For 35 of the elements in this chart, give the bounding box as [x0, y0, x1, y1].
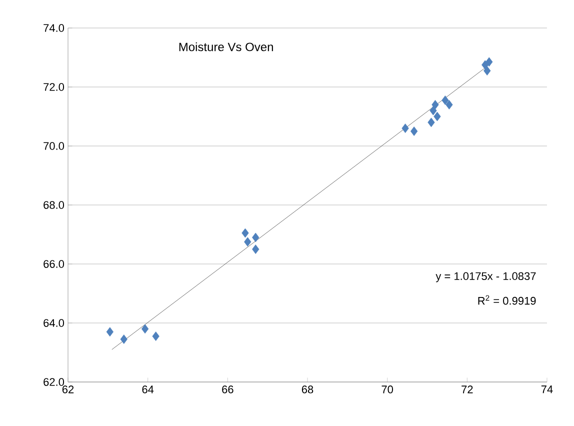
point — [402, 124, 409, 133]
point — [432, 100, 439, 110]
x-tick-label: 70 — [382, 386, 394, 394]
text: Moisture Vs Oven — [179, 42, 273, 52]
x-tick-label: 74 — [541, 386, 553, 394]
point — [410, 126, 418, 136]
annotation: y = 1.0175x - 1.0837 — [436, 272, 536, 282]
point — [430, 106, 437, 116]
point — [442, 96, 449, 105]
y-tick-label: 66.0 — [44, 260, 64, 268]
point — [120, 334, 128, 344]
point — [446, 100, 453, 110]
x-tick-label: 64 — [142, 386, 154, 394]
point — [252, 244, 260, 254]
y-tick-label: 64.0 — [44, 319, 64, 327]
y-tick-label: 62.0 — [44, 378, 64, 386]
x-tick-label: 62 — [62, 386, 74, 394]
point — [484, 66, 491, 76]
y-tick-label: 72.0 — [44, 83, 64, 91]
x-tick-label: 66 — [222, 386, 234, 394]
point — [428, 118, 435, 128]
point — [242, 228, 249, 238]
point — [244, 237, 252, 247]
y-tick-label: 74.0 — [44, 24, 64, 32]
point — [486, 57, 493, 67]
point — [152, 332, 160, 341]
point — [252, 232, 260, 242]
point — [106, 327, 114, 337]
y-tick-label: 70.0 — [44, 142, 64, 150]
annotation: R$^{2}$ = 0.9919 — [478, 295, 536, 305]
x-tick-label: 72 — [462, 386, 473, 394]
y-tick-label: 68.0 — [44, 201, 64, 209]
point — [141, 324, 149, 334]
x-tick-label: 68 — [302, 386, 314, 394]
point — [434, 112, 441, 122]
